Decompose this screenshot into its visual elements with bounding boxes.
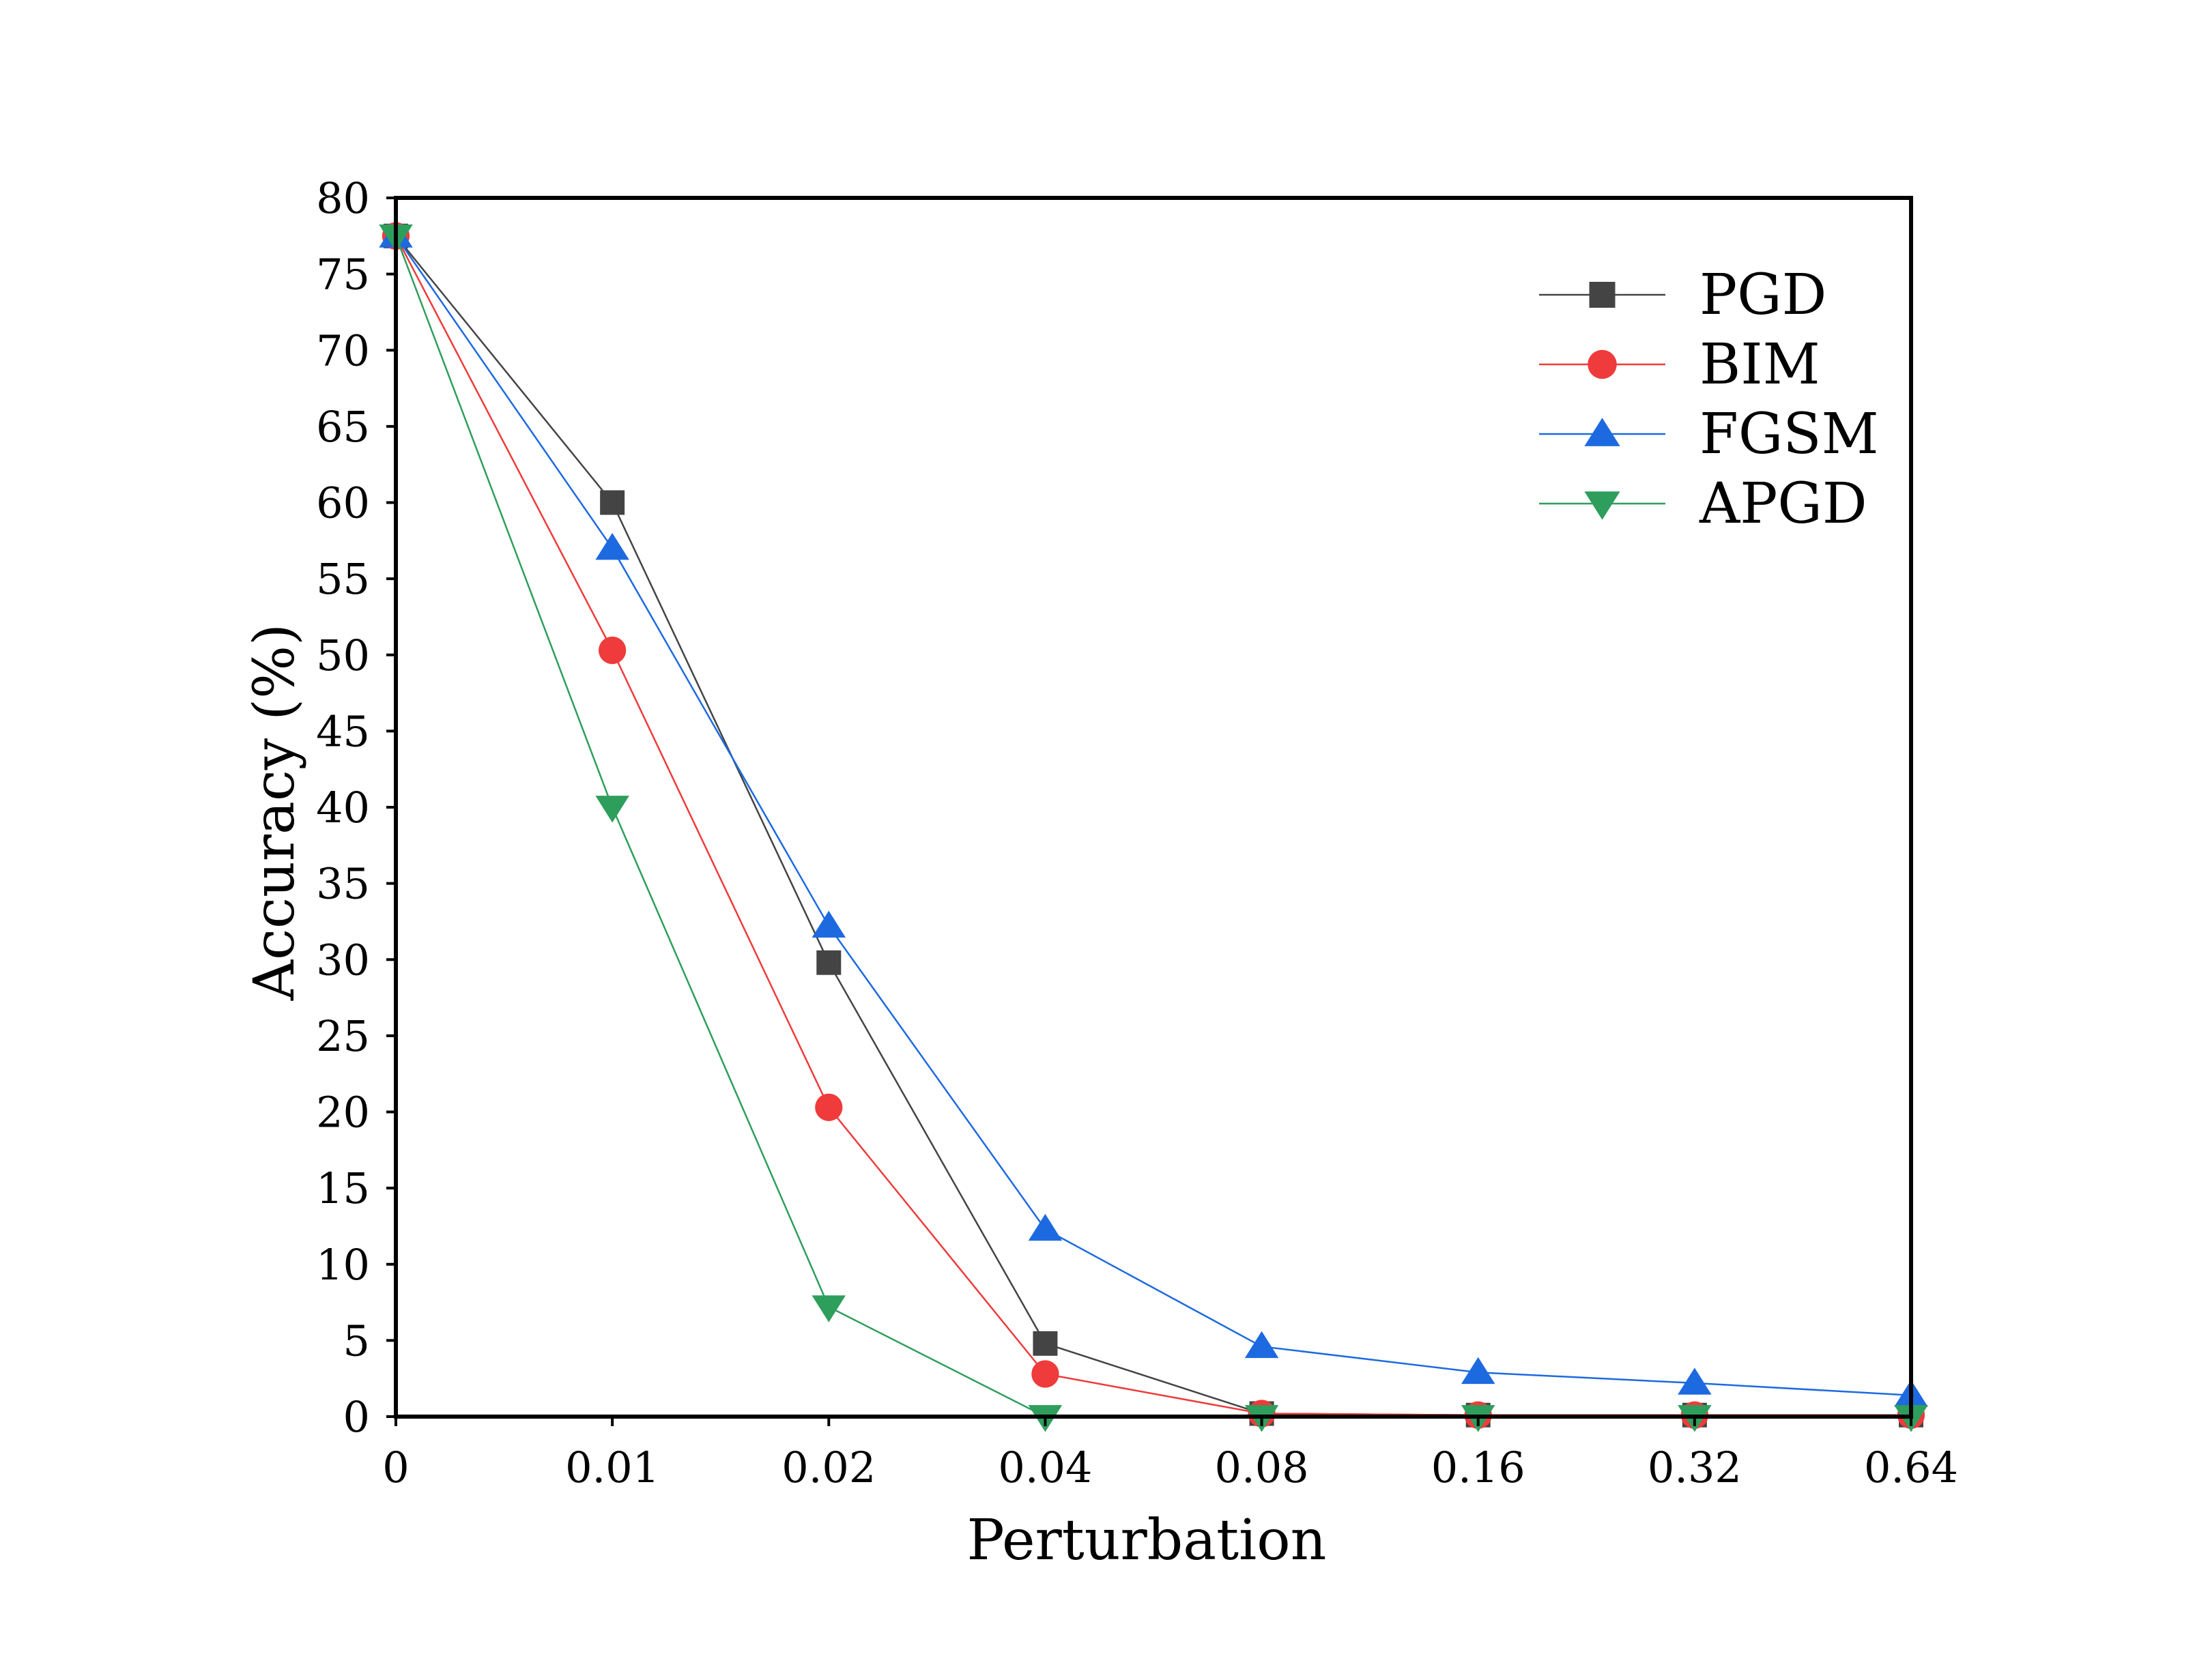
legend-item-pgd: PGD (1539, 263, 1826, 328)
y-tick-label: 75 (316, 250, 370, 300)
data-point-pgd-3 (1033, 1331, 1058, 1356)
legend-item-fgsm: FGSM (1539, 402, 1879, 467)
y-tick-label: 50 (316, 631, 370, 680)
x-tick-label: 0.04 (998, 1443, 1092, 1492)
legend-marker (1588, 349, 1617, 379)
y-tick-label: 35 (316, 859, 370, 909)
y-tick-label: 45 (316, 706, 370, 756)
y-tick-label: 25 (316, 1011, 370, 1061)
y-tick-label: 30 (316, 935, 370, 985)
data-point-fgsm-5 (1461, 1357, 1495, 1385)
x-tick-label: 0.32 (1648, 1443, 1742, 1492)
x-tick-label: 0.64 (1864, 1443, 1958, 1492)
legend-marker (1584, 418, 1620, 446)
series-bim (382, 222, 1925, 1429)
y-tick-label: 80 (316, 173, 370, 223)
legend-item-apgd: APGD (1539, 472, 1867, 536)
series-line-fgsm (394, 235, 1912, 1396)
x-axis-title: Perturbation (967, 1508, 1327, 1573)
data-point-fgsm-2 (812, 910, 846, 938)
data-point-apgd-2 (812, 1295, 846, 1322)
y-tick-label: 60 (316, 478, 370, 528)
y-tick-label: 70 (316, 325, 370, 375)
data-point-pgd-2 (816, 950, 842, 975)
y-axis-title: Accuracy (%) (242, 624, 307, 1001)
series-pgd (384, 223, 1923, 1428)
legend-item-bim: BIM (1539, 332, 1820, 397)
data-point-pgd-1 (600, 490, 625, 515)
x-tick-label: 0.16 (1431, 1443, 1525, 1492)
legend-marker (1589, 282, 1616, 308)
series-line-apgd (394, 235, 1911, 1418)
y-tick-label: 55 (316, 554, 370, 604)
x-tick-label: 0 (382, 1443, 409, 1492)
series-line-pgd (395, 235, 1911, 1417)
data-point-fgsm-6 (1678, 1367, 1712, 1395)
x-tick-label: 0.01 (565, 1443, 659, 1492)
axis-ticks: 0 5 10 15 20 25 30 35 40 45 50 55 60 65 70 75 80 0 0.01 0.0… (316, 173, 1958, 1492)
y-tick-label: 10 (316, 1240, 370, 1290)
y-tick-label: 20 (316, 1088, 370, 1138)
legend-label: PGD (1699, 263, 1826, 328)
y-tick-label: 0 (343, 1392, 370, 1442)
plot-frame (394, 196, 1913, 1419)
y-tick-label: 5 (343, 1316, 370, 1365)
data-point-bim-3 (1031, 1360, 1059, 1388)
data-point-fgsm-4 (1244, 1331, 1279, 1359)
plot-area (379, 220, 1928, 1432)
data-point-apgd-1 (595, 796, 629, 823)
legend-marker (1584, 491, 1620, 520)
x-tick-label: 0.08 (1215, 1443, 1309, 1492)
plot-border (394, 196, 1913, 1419)
legend-label: BIM (1699, 332, 1820, 397)
series-apgd (379, 224, 1928, 1432)
x-tick-label: 0.02 (781, 1443, 876, 1492)
y-tick-label: 15 (316, 1163, 370, 1213)
data-point-fgsm-3 (1028, 1213, 1063, 1241)
data-point-bim-1 (598, 636, 627, 665)
y-tick-label: 40 (316, 783, 370, 832)
data-point-bim-2 (815, 1093, 843, 1121)
series-line-bim (394, 235, 1911, 1417)
legend-label: APGD (1699, 472, 1867, 536)
legend-label: FGSM (1699, 402, 1879, 467)
data-point-fgsm-1 (595, 532, 629, 560)
y-tick-label: 65 (316, 402, 370, 452)
